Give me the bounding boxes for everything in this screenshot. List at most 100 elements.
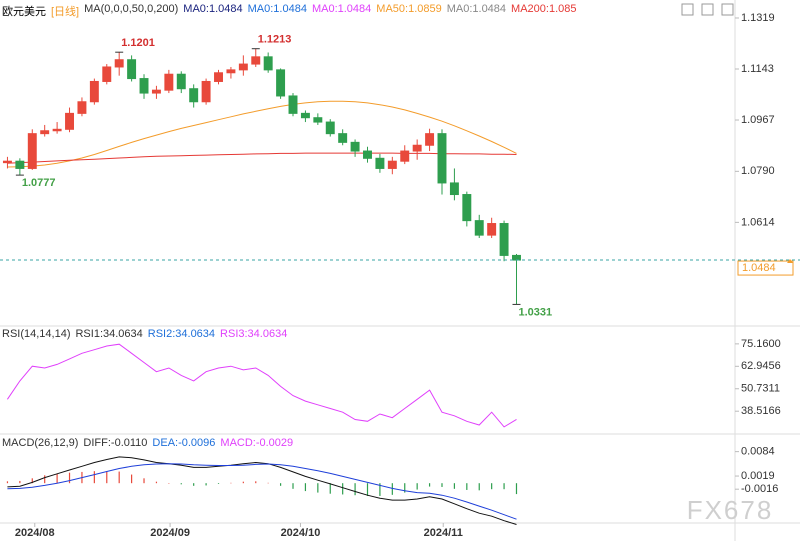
legend-item: RSI3:34.0634 [220, 328, 288, 340]
candle-body [40, 130, 50, 135]
annotation-label: 1.0331 [518, 306, 552, 318]
macd-bar [180, 483, 182, 485]
macd-bar [391, 483, 393, 495]
macd-header: MACD(26,12,9) DIFF:-0.0110 DEA:-0.0096 MACD… [2, 437, 293, 449]
icon[interactable] [701, 3, 714, 16]
series-line [7, 463, 517, 520]
legend-item: MA50:1.0859 [376, 3, 442, 15]
macd-bar [329, 483, 331, 494]
y-tick-label: 1.0790 [741, 165, 775, 177]
macd-bar [205, 483, 207, 486]
legend-item: RSI2:34.0634 [147, 328, 216, 340]
candle-body [251, 56, 261, 65]
candle-body [263, 56, 273, 71]
icon[interactable] [681, 3, 694, 16]
annotation-label: 1.0777 [22, 177, 56, 189]
candle-body [313, 117, 323, 123]
legend-item: MA0:1.0484 [311, 3, 372, 15]
legend-item: MACD(26,12,9) [2, 437, 79, 449]
macd-bar [441, 483, 443, 487]
y-tick-label: 0.0019 [741, 470, 775, 482]
y-tick-label: 1.1319 [741, 12, 775, 24]
candle-body [400, 150, 410, 162]
macd-bar [317, 483, 319, 493]
legend-item: MA0:1.0484 [247, 3, 307, 15]
candle-body [102, 66, 112, 82]
macd-bar [44, 475, 46, 484]
title: 欧元美元 [2, 6, 46, 18]
legend-item: RSI1:34.0634 [75, 328, 143, 340]
candle-body [27, 133, 37, 169]
macd-bar [515, 483, 518, 495]
series-line [7, 100, 517, 168]
y-tick-label: 1.1143 [741, 63, 774, 75]
macd-bar [428, 483, 431, 487]
x-tick-label: 2024/08 [15, 527, 55, 539]
legend-item: DIFF:-0.0110 [83, 437, 148, 449]
candle-body [214, 72, 223, 82]
macd-bar [242, 481, 244, 484]
macd-bar [230, 482, 232, 484]
annotation-label: 1.1201 [121, 37, 155, 49]
candle-body [52, 128, 62, 132]
macd-bar [342, 483, 344, 495]
candle-body [375, 157, 385, 169]
candle-body [176, 73, 186, 90]
candle-body [15, 160, 25, 169]
x-tick-label: 2024/11 [424, 527, 463, 539]
macd-bar [217, 483, 220, 484]
y-tick-label: 1.0967 [741, 114, 775, 126]
icon[interactable] [721, 3, 734, 16]
macd-bar [379, 483, 381, 496]
candle-body [151, 89, 161, 94]
candle-body [189, 88, 199, 103]
candle-body [201, 80, 211, 103]
legend-item: MACD:-0.0029 [220, 437, 294, 449]
current-price-box [737, 260, 794, 276]
candle-body [226, 69, 236, 74]
candle-body [2, 160, 12, 164]
candle-body [325, 121, 335, 135]
candle-body [449, 182, 459, 196]
candle-body [487, 223, 497, 236]
y-tick-label: 50.7311 [741, 383, 780, 395]
series-line [7, 152, 517, 164]
candle-body [300, 112, 310, 119]
candle-body [288, 95, 298, 114]
candle-body [363, 150, 372, 159]
macd-bar [106, 471, 108, 484]
y-tick-label: 38.5166 [741, 405, 781, 417]
candle-body [164, 73, 174, 91]
y-tick-label: 62.9456 [741, 360, 781, 372]
rsi-header: RSI(14,14,14) RSI1:34.0634 RSI2:34.0634 RSI… [2, 328, 287, 340]
macd-bar [404, 483, 406, 493]
candle-body [412, 144, 422, 152]
candle-body [499, 223, 509, 256]
macd-bar [155, 481, 158, 484]
legend-item: RSI(14,14,14) [2, 328, 71, 340]
candle-body [65, 112, 74, 130]
legend-item: MA0:1.0484 [446, 3, 507, 15]
macd-bar [31, 478, 33, 484]
series-line [6, 343, 517, 428]
y-tick-label: 75.1600 [741, 338, 781, 350]
annotation-label: 1.1213 [258, 34, 292, 46]
macd-bar [466, 483, 468, 490]
candle-body [276, 69, 286, 97]
current-price-label: 1.0484 [742, 262, 776, 274]
main-header: 欧元美元 [日线] MA(0,0,0,50,0,200) MA0:1.0484 MA… [2, 3, 576, 19]
candle-body [127, 59, 137, 80]
candle-body [474, 220, 484, 236]
macd-bar [131, 474, 133, 484]
macd-bar [255, 481, 257, 484]
macd-bar [478, 483, 480, 491]
macd-bar [68, 472, 71, 484]
y-tick-label: -0.0016 [741, 483, 778, 495]
legend-item: MA(0,0,0,50,0,200) [84, 3, 179, 15]
series-line [7, 456, 517, 525]
macd-bar [366, 483, 369, 496]
current-price-arrow [787, 259, 793, 264]
macd-bar [168, 483, 170, 484]
macd-bar [6, 481, 9, 484]
